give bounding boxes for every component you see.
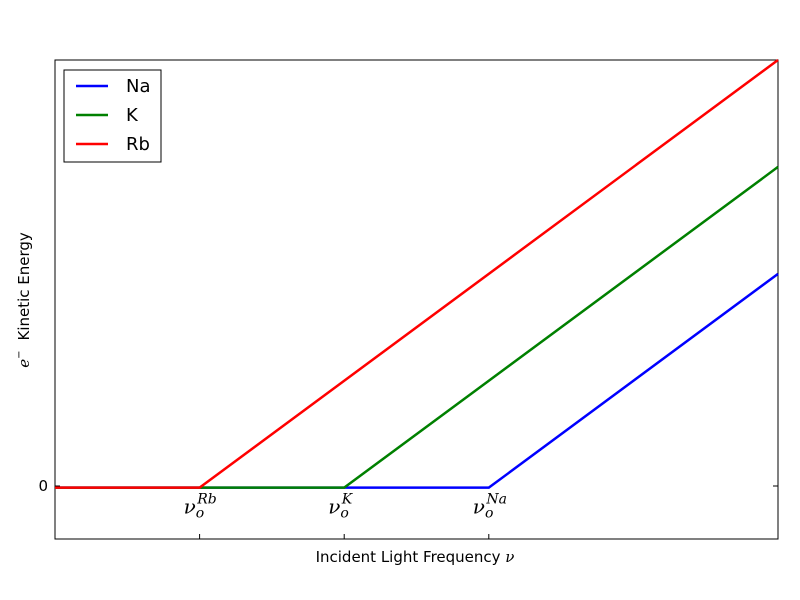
series-line-rb (55, 58, 779, 489)
x-tick-label: νoK (328, 492, 354, 522)
x-axis-label-text: Incident Light Frequency (316, 548, 506, 566)
legend-label-k: K (126, 105, 139, 126)
x-axis-tick-labels: νoRb νoK νoNa (184, 492, 507, 539)
plot-frame (54, 59, 779, 540)
legend: Na K Rb (63, 69, 162, 163)
y-tick-label: 0 (38, 477, 48, 495)
x-tick-label: νoNa (473, 492, 507, 522)
x-axis-label-symbol: ν (505, 548, 514, 566)
y-axis-ticks: 0 (38, 477, 778, 495)
x-axis-label: Incident Light Frequency ν (316, 548, 515, 566)
series-lines (55, 58, 779, 489)
svg-text:e−Kinetic Energy: e− Kinetic Energy (14, 232, 33, 368)
series-line-na (55, 272, 779, 489)
y-axis-label-symbol: e (15, 359, 33, 368)
y-axis-label-symbol-sup: − (14, 351, 25, 359)
legend-label-rb: Rb (126, 134, 150, 155)
x-tick-label: νoRb (184, 492, 217, 522)
y-axis-label-text: Kinetic Energy (15, 232, 33, 340)
legend-label-na: Na (126, 76, 151, 97)
y-axis-label: e− Kinetic Energy (14, 232, 33, 368)
